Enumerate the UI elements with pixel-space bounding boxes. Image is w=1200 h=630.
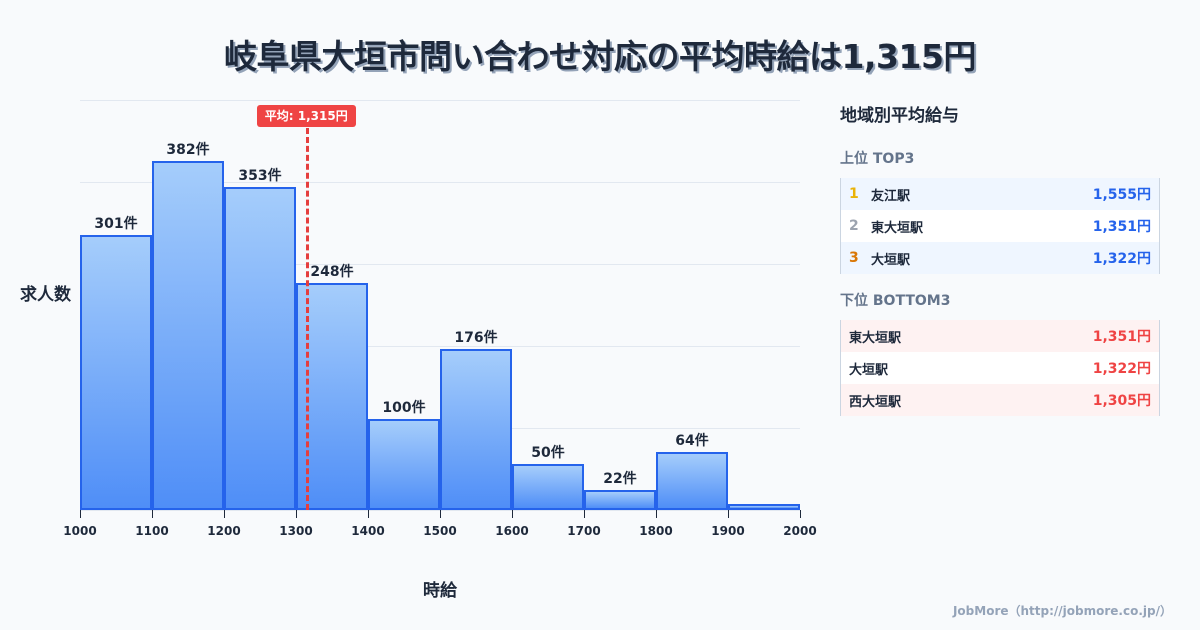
x-tick-label: 1600 — [495, 524, 529, 538]
average-wage: 1,322円 — [1092, 251, 1151, 267]
ranking-row: 3 大垣駅 1,322円 — [841, 242, 1159, 274]
bar-value-label: 176件 — [454, 330, 498, 347]
bar-value-label: 22件 — [603, 470, 637, 487]
x-tick — [224, 510, 225, 518]
gridline — [80, 182, 800, 183]
x-tick — [584, 510, 585, 518]
x-tick — [296, 510, 297, 518]
top-ranking-table: 1 友江駅 1,555円 2 東大垣駅 1,351円 3 大垣駅 1,322円 — [840, 178, 1160, 274]
histogram-bar — [512, 464, 584, 510]
average-wage: 1,555円 — [1092, 187, 1151, 203]
x-tick-label: 1900 — [711, 524, 745, 538]
bottom-section-title: 下位 BOTTOM3 — [840, 293, 951, 309]
x-tick-label: 1700 — [567, 524, 601, 538]
average-wage: 1,322円 — [1092, 361, 1151, 377]
bar-value-label: 100件 — [382, 399, 426, 416]
ranking-row: 大垣駅 1,322円 — [841, 352, 1159, 384]
x-tick-label: 1200 — [207, 524, 241, 538]
gridline — [80, 100, 800, 101]
x-tick — [728, 510, 729, 518]
x-tick — [800, 510, 801, 518]
station-name: 友江駅 — [871, 188, 911, 204]
average-wage: 1,351円 — [1092, 219, 1151, 235]
ranking-row: 1 友江駅 1,555円 — [841, 178, 1159, 210]
y-axis-label: 求人数 — [20, 285, 71, 305]
x-tick — [152, 510, 153, 518]
page-title: 岐阜県大垣市問い合わせ対応の平均時給は1,315円 — [224, 37, 976, 76]
x-tick-label: 1800 — [639, 524, 673, 538]
x-tick-label: 1000 — [63, 524, 97, 538]
bar-value-label: 50件 — [531, 445, 565, 462]
x-tick-label: 1100 — [135, 524, 169, 538]
average-wage: 1,351円 — [1092, 329, 1151, 345]
x-tick-label: 2000 — [783, 524, 817, 538]
bar-value-label: 353件 — [238, 168, 282, 185]
top-section-title: 上位 TOP3 — [840, 151, 915, 167]
x-tick-label: 1500 — [423, 524, 457, 538]
histogram-bar — [152, 160, 224, 510]
x-tick — [512, 510, 513, 518]
x-axis-label: 時給 — [423, 581, 457, 601]
histogram-bar — [368, 418, 440, 510]
station-name: 大垣駅 — [849, 362, 889, 378]
gridline — [80, 346, 800, 347]
station-name: 西大垣駅 — [849, 394, 902, 410]
station-name: 東大垣駅 — [871, 220, 924, 236]
histogram-bar — [656, 451, 728, 510]
gridline — [80, 264, 800, 265]
bar-value-label: 248件 — [310, 264, 354, 281]
x-tick — [368, 510, 369, 518]
histogram-bar — [584, 489, 656, 510]
histogram-bar — [728, 503, 800, 510]
x-tick — [80, 510, 81, 518]
histogram-chart: 301件 382件 353件 248件 100件 176件 50件 22件 64件 1000 11… — [20, 100, 817, 601]
bar-value-label: 382件 — [166, 141, 210, 158]
bar-value-label: 64件 — [675, 432, 709, 449]
average-line — [305, 128, 309, 510]
ranking-row: 西大垣駅 1,305円 — [841, 384, 1159, 416]
rank-number: 2 — [849, 218, 859, 234]
station-name: 大垣駅 — [871, 252, 911, 268]
histogram-bar — [224, 187, 296, 510]
x-tick — [440, 510, 441, 518]
footer-credit: JobMore（http://jobmore.co.jp/） — [952, 604, 1172, 618]
rank-number: 3 — [849, 250, 859, 266]
panel-title: 地域別平均給与 — [840, 106, 959, 126]
average-wage: 1,305円 — [1092, 393, 1151, 409]
x-tick — [656, 510, 657, 518]
bar-value-label: 301件 — [94, 215, 138, 232]
average-badge: 平均: 1,315円 — [256, 105, 356, 127]
x-tick-label: 1300 — [279, 524, 313, 538]
histogram-bar — [80, 234, 152, 510]
bottom-ranking-table: 東大垣駅 1,351円大垣駅 1,322円西大垣駅 1,305円 — [840, 320, 1160, 416]
histogram-bar — [440, 349, 512, 510]
rank-number: 1 — [849, 186, 859, 202]
ranking-row: 2 東大垣駅 1,351円 — [841, 210, 1159, 242]
station-name: 東大垣駅 — [849, 330, 902, 346]
ranking-row: 東大垣駅 1,351円 — [841, 320, 1159, 352]
regional-salary-panel: 地域別平均給与 上位 TOP3 1 友江駅 1,555円 2 東大垣駅 1,351円 3 大垣… — [840, 100, 1160, 416]
x-tick-label: 1400 — [351, 524, 385, 538]
